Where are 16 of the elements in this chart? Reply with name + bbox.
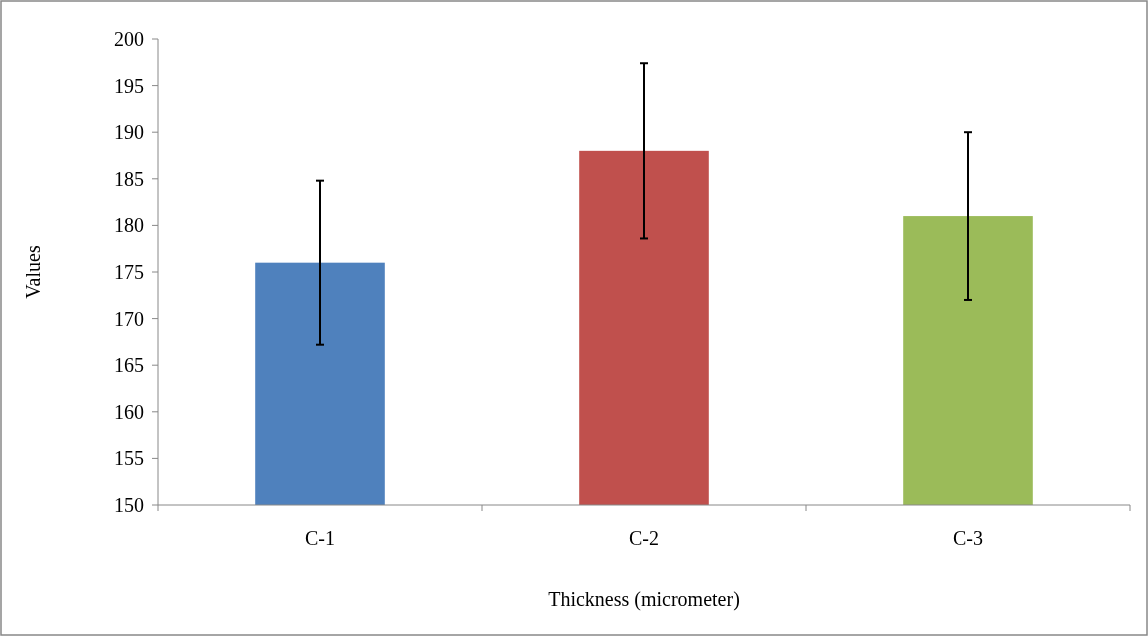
- y-tick-label: 200: [114, 28, 144, 50]
- x-tick-label: C-3: [953, 527, 983, 549]
- x-axis-title: Thickness (micrometer): [548, 588, 740, 611]
- x-tick-label: C-2: [629, 527, 659, 549]
- y-tick-label: 160: [114, 400, 144, 423]
- y-tick-label: 165: [114, 354, 144, 377]
- x-tick-label: C-1: [305, 527, 335, 549]
- y-tick-label: 175: [114, 261, 144, 283]
- y-tick-label: 155: [114, 447, 144, 470]
- y-tick-label: 185: [114, 167, 144, 190]
- y-tick-label: 180: [114, 214, 144, 237]
- y-tick-label: 170: [114, 307, 144, 330]
- y-tick-label: 195: [114, 74, 144, 97]
- y-axis-title: Values: [22, 245, 44, 299]
- y-tick-label: 150: [114, 494, 144, 516]
- y-tick-label: 190: [114, 121, 144, 144]
